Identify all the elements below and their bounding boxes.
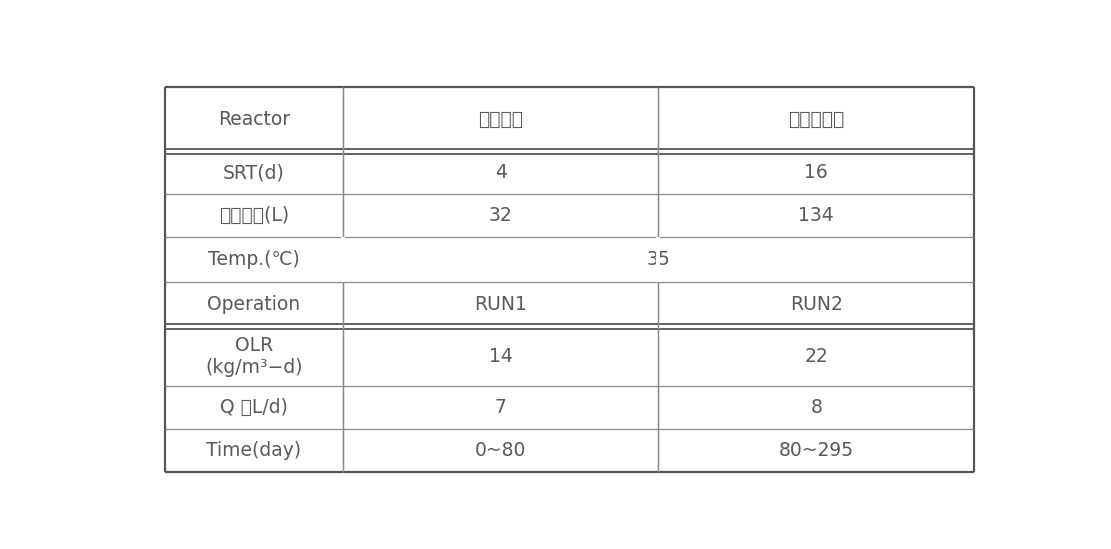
Text: Q （L/d): Q （L/d): [220, 398, 288, 417]
Text: 7: 7: [494, 398, 507, 417]
Text: 4: 4: [494, 163, 507, 182]
Text: Reactor: Reactor: [218, 110, 290, 128]
Text: Operation: Operation: [207, 295, 300, 314]
Text: 35: 35: [647, 250, 670, 268]
Text: RUN1: RUN1: [474, 295, 527, 314]
Text: 8: 8: [810, 398, 822, 417]
Text: 산생성조: 산생성조: [478, 110, 523, 128]
Text: 80~295: 80~295: [779, 441, 854, 460]
Text: 유효용량(L): 유효용량(L): [219, 206, 289, 225]
Text: OLR
(kg/m³−d): OLR (kg/m³−d): [206, 336, 302, 377]
Text: 134: 134: [799, 206, 834, 225]
Text: 16: 16: [804, 163, 828, 182]
Text: RUN2: RUN2: [790, 295, 842, 314]
Text: 14: 14: [489, 347, 512, 366]
Text: Time(day): Time(day): [207, 441, 301, 460]
Text: 0~80: 0~80: [474, 441, 527, 460]
Text: 22: 22: [804, 347, 828, 366]
Text: Temp.(℃): Temp.(℃): [208, 250, 300, 268]
Text: 메탄생성조: 메탄생성조: [788, 110, 844, 128]
Text: 32: 32: [489, 206, 512, 225]
Text: SRT(d): SRT(d): [223, 163, 284, 182]
